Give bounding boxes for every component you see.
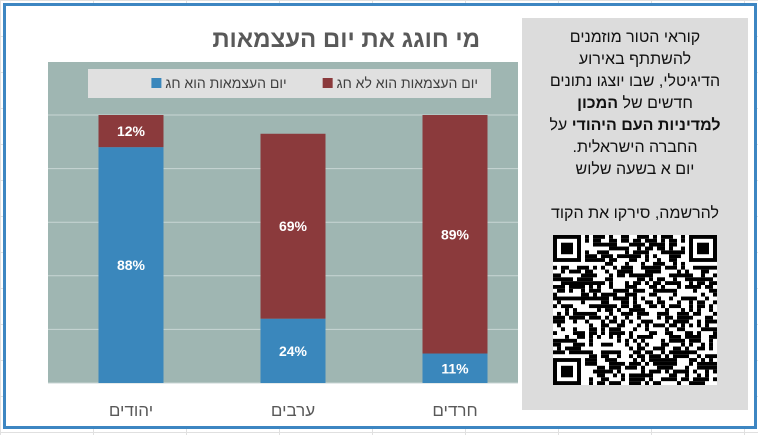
legend-swatch (151, 78, 162, 88)
data-label: 24% (279, 343, 308, 359)
register-text: להרשמה, סירקו את הקוד (551, 205, 719, 222)
bar-segment (260, 133, 326, 319)
announce-line: להשתתף באירוע (578, 51, 692, 68)
bar-segment (260, 318, 326, 383)
announce-line: קוראי הטור מוזמנים (569, 29, 701, 46)
category-label: יהודים (109, 401, 153, 420)
announce-line: הדיגיטלי, שבו יוצגו נתונים (549, 73, 721, 90)
bar-segment (98, 147, 164, 383)
announce-line: חדשים של המכון (522, 93, 748, 115)
category-label: חרדים (432, 401, 477, 420)
legend-label: יום העצמאות הוא חג (165, 75, 286, 91)
text: על (549, 117, 572, 134)
legend-swatch (322, 78, 333, 88)
event-announcement: קוראי הטור מוזמנים להשתתף באירוע הדיגיטל… (522, 18, 748, 410)
bar-segment (98, 115, 164, 148)
bar-segment (422, 353, 488, 383)
data-label: 69% (279, 218, 308, 234)
announce-line: למדיניות העם היהודי על (522, 115, 748, 137)
category-label: ערבים (271, 401, 315, 420)
institute-name: המכון (577, 95, 619, 112)
legend-label: יום העצמאות הוא לא חג (337, 75, 478, 91)
data-label: 88% (117, 257, 146, 273)
announce-line: החברה הישראלית. (572, 139, 698, 156)
data-label: 12% (117, 123, 146, 139)
data-label: 11% (441, 360, 469, 376)
data-label: 89% (441, 226, 470, 242)
text: חדשים של (618, 95, 693, 112)
qr-code-icon[interactable] (553, 235, 717, 385)
institute-name: למדיניות העם היהודי (571, 117, 721, 134)
chart-title: מי חוגג את יום העצמאות (212, 26, 480, 53)
bar-segment (422, 115, 488, 354)
announce-line: יום א בשעה שלוש (575, 161, 695, 178)
